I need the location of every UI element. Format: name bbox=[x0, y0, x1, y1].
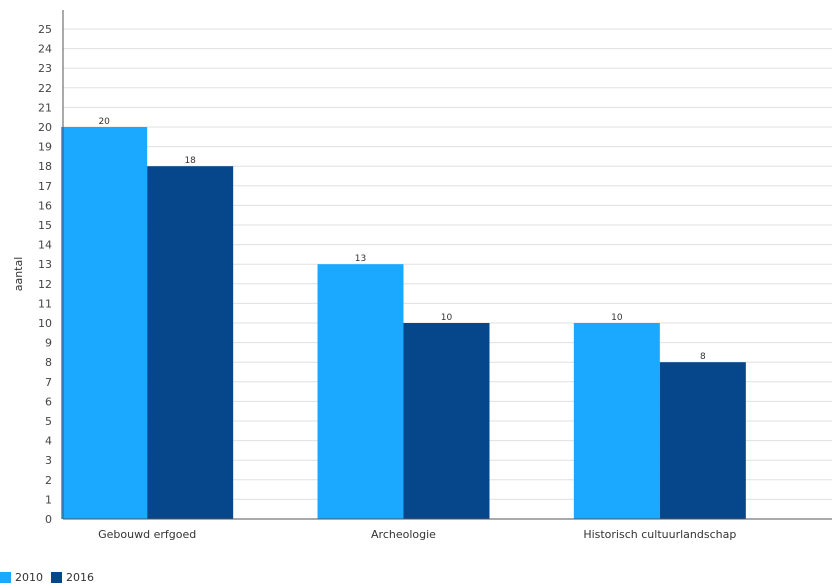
bar-2010 bbox=[61, 127, 147, 519]
x-category-label: Historisch cultuurlandschap bbox=[583, 528, 736, 541]
y-tick-label: 0 bbox=[45, 513, 52, 526]
y-tick-label: 2 bbox=[45, 474, 52, 487]
x-category-label: Gebouwd erfgoed bbox=[98, 528, 196, 541]
legend-label-2016: 2016 bbox=[66, 571, 94, 584]
legend-item-2016: 2016 bbox=[51, 571, 94, 584]
y-tick-label: 11 bbox=[38, 297, 52, 310]
y-tick-label: 15 bbox=[38, 219, 52, 232]
bar-chart: 0123456789101112131415161718192021222324… bbox=[0, 0, 832, 570]
data-label-2016: 18 bbox=[184, 156, 196, 166]
bar-2016 bbox=[660, 362, 746, 519]
legend-item-2010: 2010 bbox=[0, 571, 43, 584]
legend-label-2010: 2010 bbox=[15, 571, 43, 584]
y-tick-label: 17 bbox=[38, 180, 52, 193]
y-tick-label: 9 bbox=[45, 337, 52, 350]
x-category-label: Archeologie bbox=[371, 528, 436, 541]
y-tick-label: 5 bbox=[45, 415, 52, 428]
data-label-2016: 10 bbox=[441, 313, 453, 323]
y-tick-label: 22 bbox=[38, 82, 52, 95]
y-tick-label: 13 bbox=[38, 258, 52, 271]
y-tick-label: 25 bbox=[38, 23, 52, 36]
y-tick-label: 4 bbox=[45, 435, 52, 448]
legend-swatch-2016 bbox=[51, 572, 62, 583]
y-tick-label: 24 bbox=[38, 43, 52, 56]
data-label-2010: 13 bbox=[355, 254, 366, 264]
y-tick-label: 8 bbox=[45, 356, 52, 369]
legend-swatch-2010 bbox=[0, 572, 11, 583]
y-tick-label: 7 bbox=[45, 376, 52, 389]
y-tick-label: 18 bbox=[38, 160, 52, 173]
y-tick-label: 14 bbox=[38, 239, 52, 252]
data-label-2010: 20 bbox=[98, 117, 110, 127]
y-axis-title: aantal bbox=[12, 257, 25, 292]
data-label-2010: 10 bbox=[611, 313, 623, 323]
y-axis-ticks: 0123456789101112131415161718192021222324… bbox=[38, 23, 52, 526]
bar-2010 bbox=[574, 323, 660, 519]
y-tick-label: 10 bbox=[38, 317, 52, 330]
y-tick-label: 1 bbox=[45, 493, 52, 506]
bar-2016 bbox=[404, 323, 490, 519]
y-tick-label: 19 bbox=[38, 141, 52, 154]
y-tick-label: 16 bbox=[38, 199, 52, 212]
legend: 2010 2016 bbox=[0, 571, 94, 584]
bar-2016 bbox=[147, 166, 233, 519]
y-tick-label: 6 bbox=[45, 395, 52, 408]
y-tick-label: 12 bbox=[38, 278, 52, 291]
y-tick-label: 20 bbox=[38, 121, 52, 134]
y-tick-label: 3 bbox=[45, 454, 52, 467]
x-axis-labels: Gebouwd erfgoed Archeologie Historisch cul… bbox=[98, 528, 736, 541]
bar-2010 bbox=[318, 264, 404, 519]
data-label-2016: 8 bbox=[700, 352, 706, 362]
y-tick-label: 23 bbox=[38, 62, 52, 75]
y-tick-label: 21 bbox=[38, 101, 52, 114]
